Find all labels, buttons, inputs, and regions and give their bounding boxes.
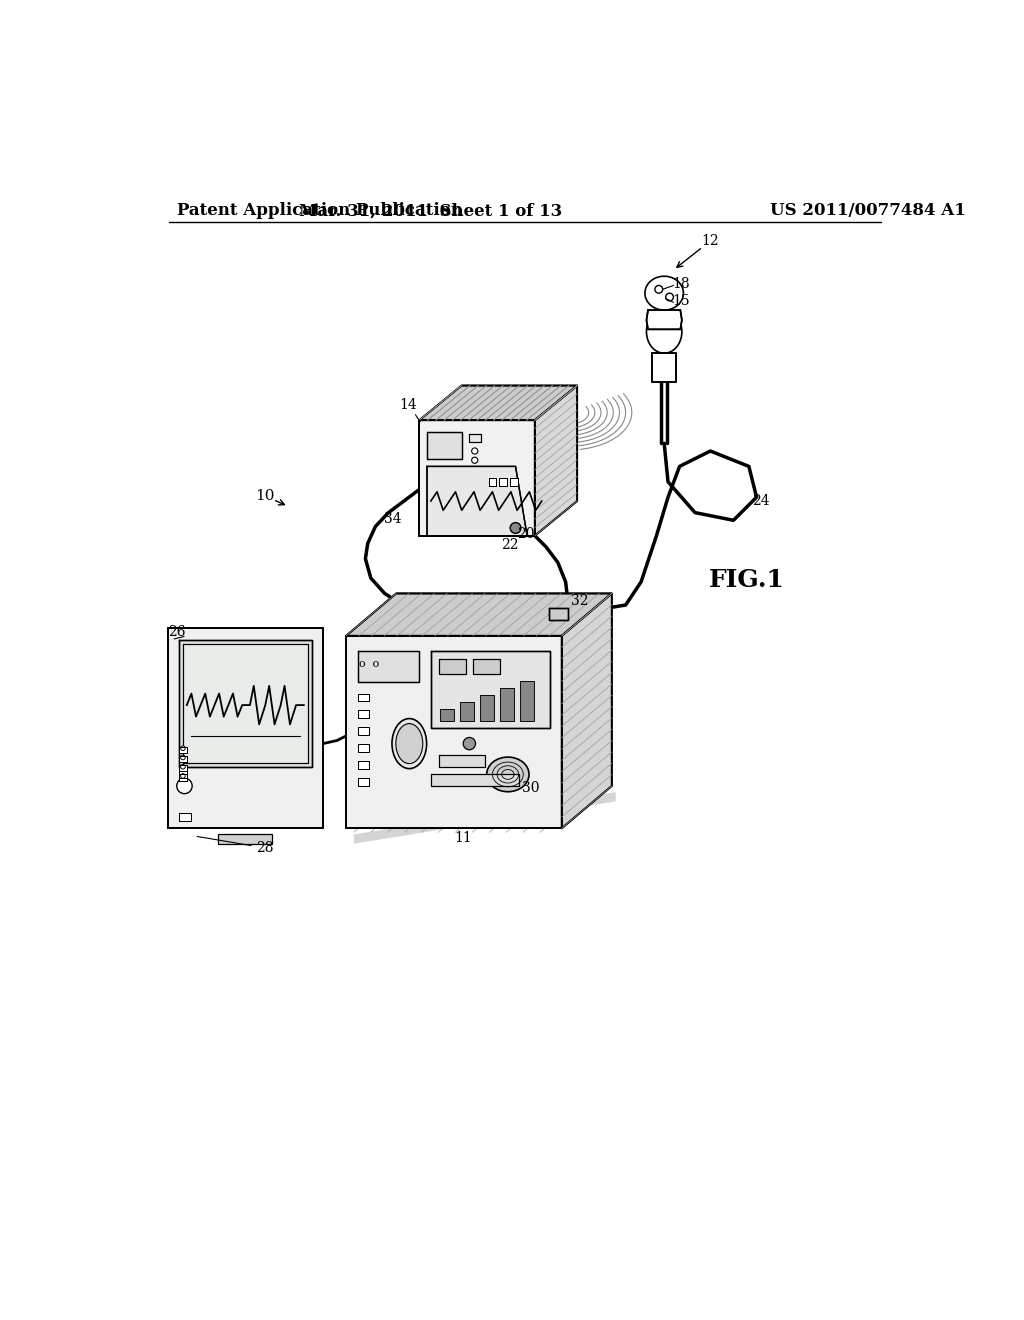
Text: 30: 30 [522, 781, 540, 795]
Polygon shape [179, 756, 186, 762]
Circle shape [655, 285, 663, 293]
Polygon shape [179, 640, 311, 767]
Text: 10: 10 [256, 488, 275, 503]
Polygon shape [179, 771, 186, 779]
Text: US 2011/0077484 A1: US 2011/0077484 A1 [770, 202, 966, 219]
Polygon shape [346, 594, 611, 636]
Text: o  o: o o [359, 659, 379, 669]
Text: 26: 26 [168, 624, 185, 639]
Polygon shape [183, 644, 307, 763]
Polygon shape [168, 628, 323, 829]
Text: 11: 11 [455, 830, 472, 845]
Polygon shape [460, 702, 474, 721]
Text: 24: 24 [752, 494, 769, 508]
Polygon shape [419, 420, 535, 536]
Polygon shape [419, 385, 578, 420]
Polygon shape [520, 681, 535, 721]
Circle shape [180, 774, 185, 779]
Circle shape [472, 466, 478, 473]
Polygon shape [357, 710, 370, 718]
Polygon shape [646, 310, 682, 330]
Circle shape [177, 779, 193, 793]
Circle shape [463, 738, 475, 750]
Polygon shape [179, 766, 186, 771]
Polygon shape [440, 709, 454, 721]
Ellipse shape [486, 758, 529, 792]
Text: 28: 28 [257, 841, 274, 854]
Polygon shape [357, 651, 419, 682]
Polygon shape [652, 354, 677, 381]
Ellipse shape [396, 723, 423, 763]
Text: Patent Application Publication: Patent Application Publication [177, 202, 463, 219]
Polygon shape [438, 755, 484, 767]
Polygon shape [431, 651, 550, 729]
Polygon shape [431, 775, 519, 785]
Polygon shape [646, 310, 682, 354]
Polygon shape [510, 478, 518, 486]
Polygon shape [427, 432, 462, 459]
Polygon shape [179, 771, 186, 779]
Polygon shape [179, 775, 186, 780]
Polygon shape [500, 478, 507, 486]
Polygon shape [357, 727, 370, 735]
Polygon shape [438, 659, 466, 675]
Text: 12: 12 [701, 234, 719, 248]
Polygon shape [354, 792, 615, 843]
Polygon shape [179, 771, 186, 779]
Polygon shape [488, 478, 497, 486]
Polygon shape [357, 762, 370, 770]
Polygon shape [480, 696, 494, 721]
Polygon shape [550, 609, 568, 620]
Text: 14: 14 [399, 397, 417, 412]
Polygon shape [562, 594, 611, 829]
Polygon shape [179, 771, 186, 779]
Circle shape [180, 755, 185, 760]
Circle shape [472, 457, 478, 463]
Circle shape [180, 764, 185, 770]
Polygon shape [357, 693, 370, 701]
Polygon shape [500, 688, 514, 721]
Polygon shape [427, 466, 527, 536]
Circle shape [510, 523, 521, 533]
Text: 22: 22 [501, 539, 518, 552]
Polygon shape [645, 276, 683, 310]
Text: 20: 20 [517, 527, 535, 541]
Circle shape [180, 746, 185, 751]
Polygon shape [473, 659, 500, 675]
Polygon shape [179, 813, 190, 821]
Text: 32: 32 [570, 594, 588, 609]
Text: 18: 18 [673, 277, 690, 290]
Polygon shape [469, 434, 481, 442]
Polygon shape [179, 771, 186, 779]
Circle shape [666, 293, 674, 301]
Text: 15: 15 [673, 294, 690, 308]
Polygon shape [357, 779, 370, 785]
Bar [218, 834, 272, 843]
Polygon shape [179, 747, 186, 752]
Polygon shape [357, 744, 370, 752]
Ellipse shape [392, 718, 427, 768]
Polygon shape [535, 385, 578, 536]
Text: FIG.1: FIG.1 [709, 569, 784, 593]
Circle shape [472, 447, 478, 454]
Text: 34: 34 [384, 512, 401, 525]
Text: Mar. 31, 2011  Sheet 1 of 13: Mar. 31, 2011 Sheet 1 of 13 [299, 202, 562, 219]
Polygon shape [346, 636, 562, 829]
